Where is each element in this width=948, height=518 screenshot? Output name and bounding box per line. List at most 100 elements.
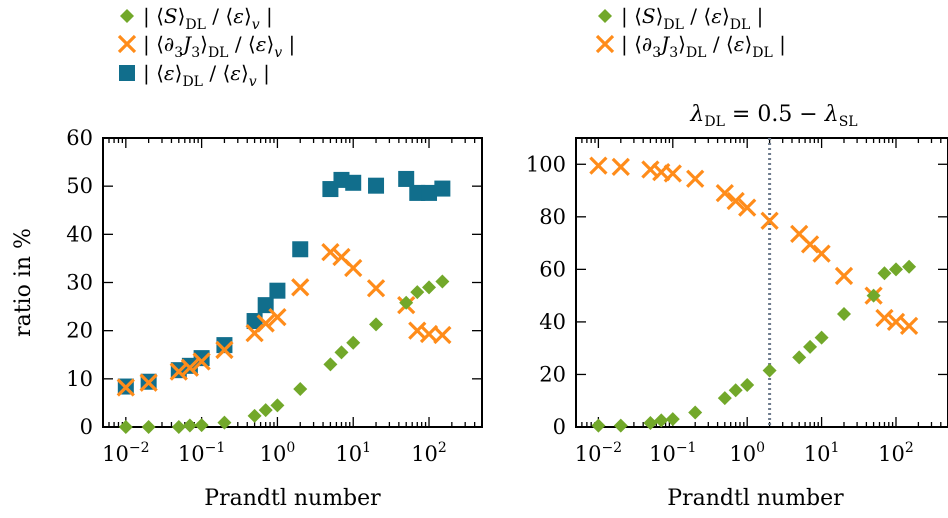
data-point-cross [686,169,705,188]
data-point-diamond [688,405,703,420]
y-tick-label: 10 [66,367,93,391]
data-point-cross [663,164,682,183]
data-point-square [216,337,233,354]
data-point-cross [344,258,363,278]
data-point-cross [611,157,630,177]
x-tick-label: 101 [804,440,840,466]
data-point-diamond [877,266,892,281]
data-point-diamond [435,274,450,289]
x-tick-label: 100 [260,440,296,466]
data-point-diamond [194,418,209,433]
data-point-cross [408,321,427,340]
y-tick-label: 60 [539,257,566,281]
data-point-diamond [803,339,818,354]
data-point-square [421,184,438,201]
data-point-diamond [866,288,881,303]
legend-left: | ⟨S⟩DL / ⟨ε⟩v || ⟨∂3J3⟩DL / ⟨ε⟩v || ⟨ε⟩… [117,4,295,90]
data-point-diamond [654,413,669,428]
y-tick-label: 0 [553,415,566,439]
legend-marker-diamond [598,9,612,23]
legend-entry-S: | ⟨S⟩DL / ⟨ε⟩v | [143,4,273,33]
series-cross [116,243,452,397]
y-tick-label: 20 [539,362,566,386]
data-point-diamond [217,415,232,430]
x-tick-label: 102 [411,440,447,466]
x-axis-label: Prandtl number [204,486,381,511]
data-point-diamond [247,408,262,423]
data-point-square [368,177,385,194]
data-point-diamond [258,403,273,418]
data-point-cross [726,191,745,211]
data-point-diamond [740,377,755,392]
title-rest: = 0.5 − [725,102,825,127]
x-tick-label: 10−1 [649,440,696,466]
legend-marker-diamond [120,9,134,23]
data-point-cross [875,308,894,328]
x-tick-label: 100 [729,440,765,466]
y-tick-label: 80 [539,205,566,229]
data-point-cross [139,373,158,392]
x-tick-label: 10−1 [178,440,225,466]
title-sub: DL [704,114,725,130]
data-point-square [434,180,451,197]
legend-entry-J: | ⟨∂3J3⟩DL / ⟨ε⟩v | [143,32,295,61]
y-tick-label: 40 [539,310,566,334]
data-point-diamond [792,350,807,365]
x-tick-label: 10−2 [575,440,622,466]
data-point-diamond [762,363,777,378]
data-point-cross [169,362,188,381]
title-lambda: λ [689,102,704,127]
data-point-diamond [399,295,414,310]
y-tick-label: 30 [66,271,93,295]
data-point-diamond [643,416,658,431]
data-point-diamond [717,391,732,406]
data-point-square [292,241,309,258]
y-tick-label: 20 [66,319,93,343]
data-point-diamond [334,345,349,360]
data-point-diamond [665,412,680,427]
legend-marker-square [119,65,135,81]
data-point-cross [180,358,200,377]
data-point-cross [834,266,854,286]
data-point-cross [433,325,452,345]
series-diamond [118,274,450,434]
legend-entry-eps: | ⟨ε⟩DL / ⟨ε⟩v | [143,61,270,90]
legend-right: | ⟨S⟩DL / ⟨ε⟩DL || ⟨∂3J3⟩DL / ⟨ε⟩DL | [595,4,786,61]
legend-entry-J-right: | ⟨∂3J3⟩DL / ⟨ε⟩DL | [621,32,786,61]
data-point-cross [291,278,310,297]
data-point-square [398,170,415,187]
plot-frame [102,137,483,428]
y-tick-label: 50 [66,174,93,198]
data-point-diamond [323,357,338,372]
data-point-cross [812,244,831,263]
data-point-diamond [888,262,903,277]
x-tick-label: 101 [335,440,371,466]
series-square [117,170,451,395]
data-point-diamond [613,418,628,433]
y-axis-label: ratio in % [11,228,36,337]
data-point-diamond [422,280,437,295]
legend-marker-cross [117,34,137,54]
plot-frame [575,137,948,428]
data-point-cross [116,378,135,397]
data-point-diamond [346,335,361,350]
data-point-cross [899,316,919,335]
data-point-diamond [902,259,917,274]
chart-title-right: λDL = 0.5 − λSL [689,102,857,130]
data-point-cross [366,279,386,298]
legend-marker-cross [595,34,615,54]
data-point-diamond [591,418,606,433]
y-tick-label: 0 [80,415,93,439]
data-point-cross [256,314,275,333]
data-point-cross [192,352,211,371]
data-point-diamond [270,398,285,413]
data-point-diamond [836,307,851,322]
data-point-cross [760,211,779,230]
data-point-cross [589,156,608,175]
chart-right: 10−2 10−1 100 101 102 0 20 40 60 80 100 Prandtl num… [526,137,948,511]
y-tick-label: 40 [66,222,93,246]
data-point-cross [268,308,287,327]
x-axis-label: Prandtl number [667,486,844,511]
